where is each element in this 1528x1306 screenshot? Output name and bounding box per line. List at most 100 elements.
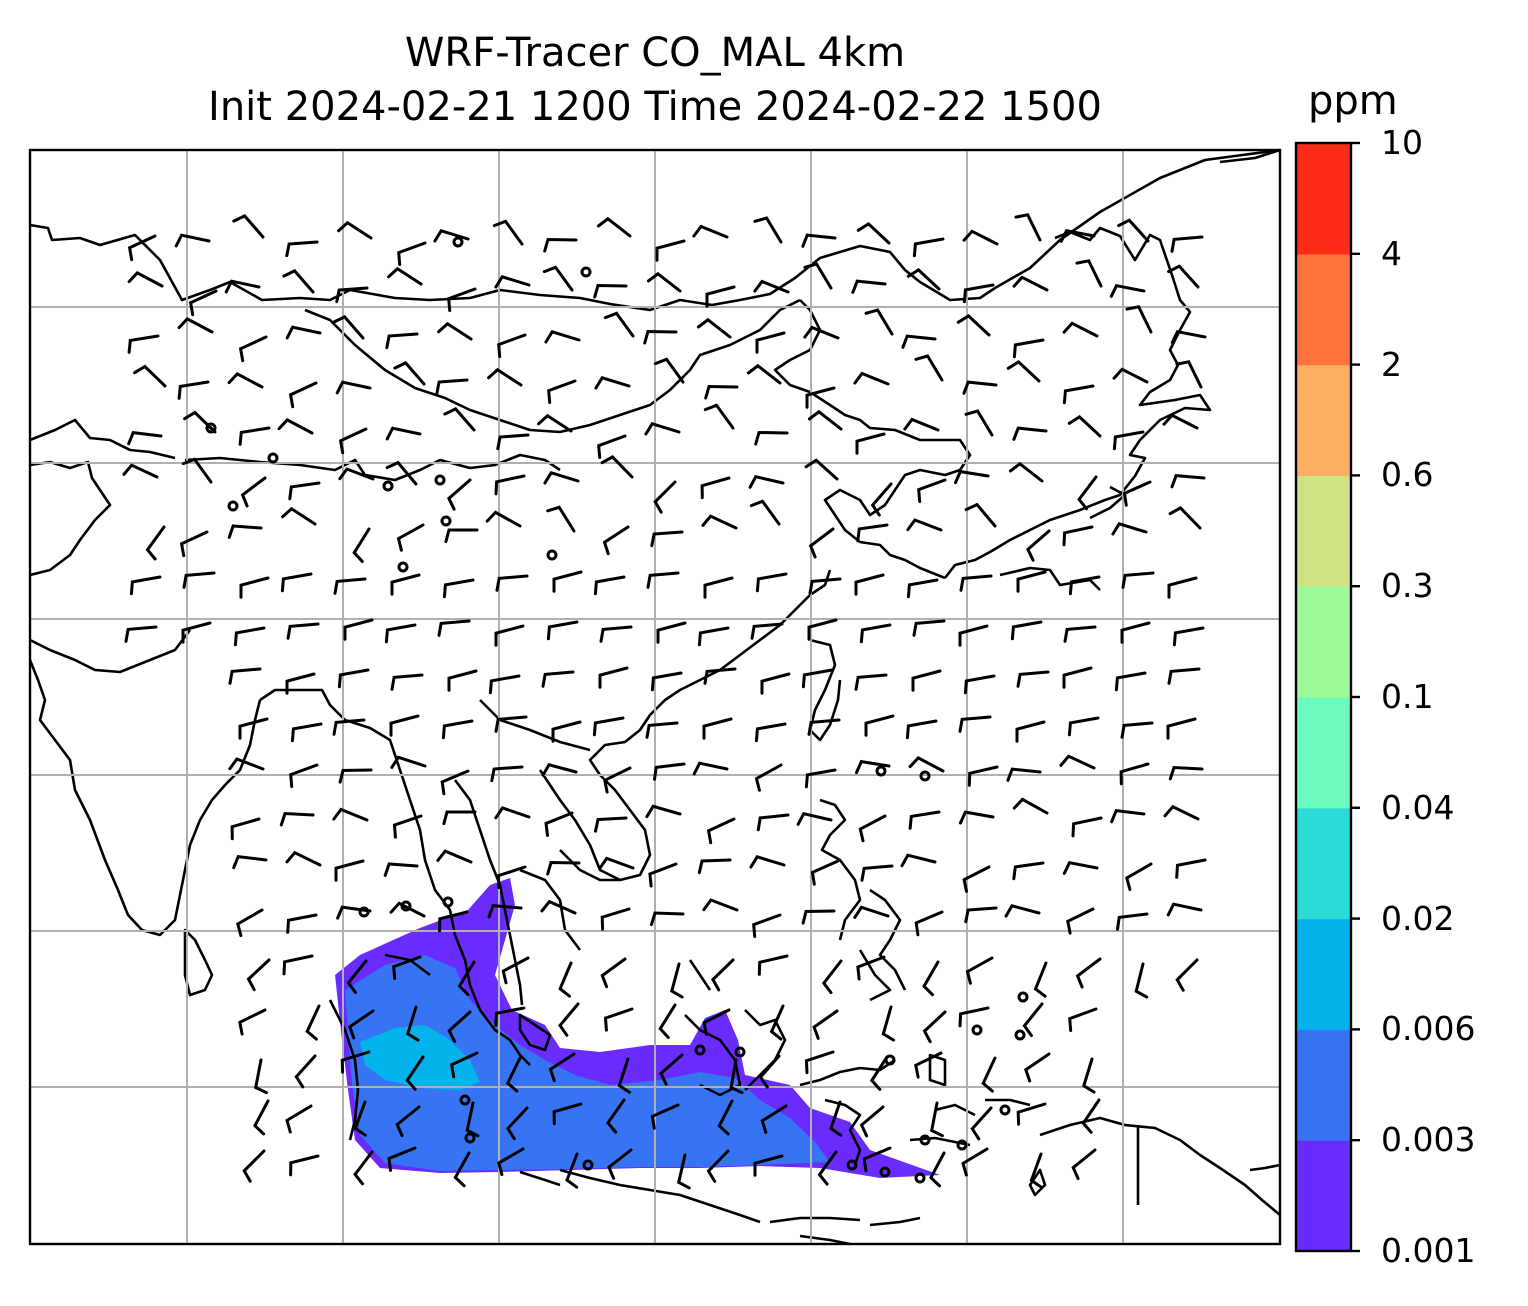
wind-barb: [334, 859, 365, 882]
wind-barb: [803, 325, 840, 340]
wind-barb: [1071, 1148, 1097, 1181]
wind-barb: [497, 1147, 525, 1177]
wind-barb: [881, 1005, 896, 1042]
wind-barb: [343, 618, 374, 641]
colorbar: [1294, 141, 1360, 1253]
wind-barb: [396, 523, 425, 552]
wind-barb: [1010, 620, 1043, 641]
wind-barb: [1114, 671, 1147, 692]
colorbar-band: [1296, 1140, 1351, 1252]
colorbar-tick-label: 0.02: [1381, 898, 1455, 938]
wind-barb: [645, 804, 682, 819]
coast-segment: [29, 460, 112, 577]
wind-barb: [390, 573, 421, 596]
wind-barb: [650, 1103, 680, 1130]
calm-wind-marker: [464, 1132, 476, 1144]
wind-barb: [487, 367, 523, 387]
wind-barb: [1162, 413, 1199, 430]
wind-barb: [702, 717, 733, 740]
wind-barb: [758, 1054, 781, 1089]
wind-barb: [494, 275, 531, 289]
coast-segment: [1249, 1163, 1281, 1172]
wind-barb: [384, 623, 417, 644]
wind-barb: [753, 216, 783, 244]
calm-wind-marker: [440, 515, 452, 527]
wind-barb: [496, 865, 527, 890]
calm-wind-marker: [875, 765, 887, 777]
wind-barb: [177, 317, 214, 334]
wind-barb: [1067, 716, 1100, 737]
wind-barb: [1071, 816, 1103, 838]
wind-barb: [544, 811, 574, 837]
wind-barb: [543, 471, 580, 485]
wind-barb: [496, 433, 530, 451]
wind-barb: [617, 1057, 631, 1094]
colorbar-label: ppm: [1308, 78, 1398, 124]
wind-barb: [964, 906, 998, 924]
wind-barb: [958, 1006, 990, 1028]
coast-segment: [538, 714, 652, 882]
colorbar-tick-label: 0.3: [1381, 566, 1434, 606]
wind-barb: [233, 626, 266, 647]
wind-barb: [1062, 861, 1099, 875]
calm-wind-marker: [914, 1172, 926, 1184]
wind-barb: [1121, 571, 1155, 589]
wind-barb: [961, 1147, 989, 1177]
wind-barb: [600, 455, 634, 479]
wind-barb: [1012, 797, 1049, 815]
wind-barb: [338, 768, 373, 784]
coast-segment: [29, 418, 176, 460]
wind-barb: [558, 1002, 580, 1037]
calm-wind-marker: [582, 1159, 594, 1171]
colorbar-tick-label: 10: [1381, 123, 1423, 162]
wind-barb: [593, 575, 626, 596]
wind-barb: [598, 666, 629, 689]
wind-barb: [227, 372, 264, 389]
wind-barb: [746, 363, 782, 385]
coast-segment: [769, 1216, 861, 1224]
colorbar-band: [1296, 364, 1351, 476]
wind-barb: [501, 956, 530, 985]
wind-barb: [547, 379, 577, 404]
wind-barb: [254, 1058, 268, 1095]
wind-barb: [282, 954, 314, 976]
wind-barb: [447, 287, 477, 312]
wind-barb: [701, 514, 738, 530]
wind-barb: [606, 1098, 626, 1134]
wind-barb: [228, 667, 262, 685]
wind-barb: [653, 357, 685, 384]
plume-band-0.003: [345, 955, 830, 1171]
wind-barb: [246, 958, 271, 992]
wind-barb: [805, 386, 836, 409]
wind-barb: [600, 957, 627, 989]
colorbar-tick-label: 0.6: [1381, 455, 1434, 495]
wind-barb: [230, 817, 261, 841]
coast-segment: [1089, 485, 1127, 520]
wind-barb: [238, 335, 268, 363]
wind-barb: [1016, 1102, 1047, 1126]
wind-barb: [702, 1008, 731, 1036]
wind-barb: [706, 1149, 730, 1183]
wind-barb: [395, 1105, 421, 1138]
wind-barb: [385, 460, 418, 486]
wind-barb: [653, 762, 686, 781]
coast-segment: [858, 949, 892, 1002]
wind-barb: [385, 426, 422, 441]
wind-barb: [853, 371, 890, 386]
wind-barb: [353, 1150, 374, 1186]
wind-barb: [1077, 475, 1098, 511]
wind-barb: [908, 810, 941, 830]
wind-barb: [856, 523, 889, 543]
wind-barb: [494, 624, 525, 647]
wind-barb: [964, 502, 997, 528]
wind-barb: [1063, 625, 1097, 643]
coast-segment: [773, 299, 831, 407]
colorbar-band: [1296, 1029, 1351, 1141]
wind-barb: [659, 1053, 684, 1086]
wind-barb: [862, 1146, 892, 1173]
coast-segment: [408, 799, 531, 1066]
wind-barb: [1168, 506, 1202, 530]
wind-barb: [1059, 229, 1096, 243]
wind-barb: [596, 216, 632, 238]
wind-barb: [658, 1003, 677, 1039]
